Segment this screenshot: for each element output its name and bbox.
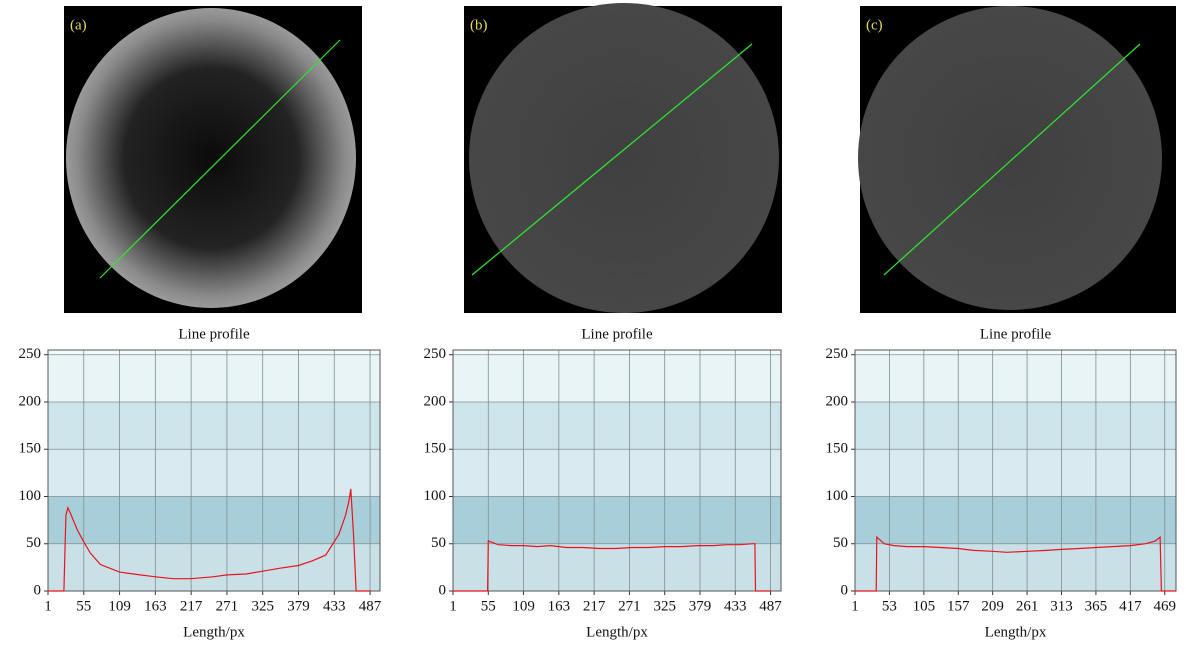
x-tick-label: 217 xyxy=(583,598,606,614)
x-tick-label: 433 xyxy=(323,598,346,614)
background-band xyxy=(453,401,781,450)
y-tick-label: 150 xyxy=(826,441,849,457)
y-tick-label: 250 xyxy=(826,346,849,362)
background-band xyxy=(453,496,781,544)
background-band xyxy=(453,350,781,355)
x-tick-label: 469 xyxy=(1153,598,1176,614)
x-tick-label: 55 xyxy=(481,598,496,614)
chart-title: Line profile xyxy=(581,326,653,342)
y-tick-label: 100 xyxy=(424,488,447,504)
background-band xyxy=(855,496,1176,544)
background-band xyxy=(48,350,380,355)
background-band xyxy=(453,354,781,402)
y-tick-label: 250 xyxy=(424,346,447,362)
x-tick-label: 271 xyxy=(618,598,641,614)
x-tick-label: 313 xyxy=(1050,598,1073,614)
x-tick-label: 487 xyxy=(359,598,382,614)
panel-label: (b) xyxy=(470,17,488,33)
background-band xyxy=(48,401,380,450)
x-tick-label: 157 xyxy=(947,598,970,614)
x-axis-label: Length/px xyxy=(586,624,648,640)
x-axis-label: Length/px xyxy=(183,624,245,640)
x-axis-label: Length/px xyxy=(985,624,1047,640)
profile-line xyxy=(453,540,771,592)
x-tick-label: 1 xyxy=(449,598,457,614)
x-tick-label: 109 xyxy=(108,598,131,614)
plot-frame xyxy=(452,349,782,592)
x-tick-label: 109 xyxy=(512,598,535,614)
background-band xyxy=(855,401,1176,450)
background-band xyxy=(855,354,1176,402)
x-tick-label: 1 xyxy=(851,598,859,614)
y-tick-label: 50 xyxy=(431,535,446,551)
x-tick-label: 261 xyxy=(1016,598,1039,614)
x-tick-label: 209 xyxy=(981,598,1004,614)
y-tick-label: 100 xyxy=(19,488,42,504)
image-a xyxy=(64,6,362,313)
x-tick-label: 379 xyxy=(689,598,712,614)
profile-line xyxy=(48,488,371,592)
y-tick-label: 250 xyxy=(19,346,42,362)
y-tick-label: 0 xyxy=(439,582,447,598)
x-tick-label: 1 xyxy=(44,598,52,614)
x-tick-label: 55 xyxy=(76,598,91,614)
plot-frame xyxy=(47,349,381,592)
background-band xyxy=(48,543,380,591)
x-tick-label: 325 xyxy=(653,598,676,614)
background-band xyxy=(855,350,1176,355)
y-tick-label: 50 xyxy=(833,535,848,551)
chart-title: Line profile xyxy=(178,326,250,342)
background-band xyxy=(453,449,781,497)
image-b xyxy=(464,3,782,313)
x-tick-label: 365 xyxy=(1085,598,1108,614)
plot-frame xyxy=(854,349,1177,592)
x-tick-label: 53 xyxy=(882,598,897,614)
background-band xyxy=(453,543,781,591)
y-tick-label: 150 xyxy=(424,441,447,457)
y-tick-label: 0 xyxy=(34,582,42,598)
x-tick-label: 325 xyxy=(251,598,274,614)
background-band xyxy=(48,449,380,497)
y-tick-label: 0 xyxy=(841,582,849,598)
x-tick-label: 417 xyxy=(1119,598,1142,614)
y-tick-label: 50 xyxy=(26,535,41,551)
x-tick-label: 217 xyxy=(180,598,203,614)
x-tick-label: 105 xyxy=(913,598,936,614)
background-band xyxy=(855,543,1176,591)
background-band xyxy=(48,354,380,402)
x-tick-label: 163 xyxy=(144,598,167,614)
profile-line xyxy=(855,535,1176,592)
y-tick-label: 100 xyxy=(826,488,849,504)
x-tick-label: 163 xyxy=(548,598,571,614)
panel-label: (a) xyxy=(70,17,87,33)
y-tick-label: 200 xyxy=(424,393,447,409)
image-c xyxy=(858,6,1176,313)
y-tick-label: 150 xyxy=(19,441,42,457)
x-tick-label: 487 xyxy=(759,598,782,614)
x-tick-label: 271 xyxy=(216,598,239,614)
y-tick-label: 200 xyxy=(19,393,42,409)
background-band xyxy=(48,496,380,544)
x-tick-label: 379 xyxy=(287,598,310,614)
panel-label: (c) xyxy=(866,17,883,33)
background-band xyxy=(855,449,1176,497)
chart-title: Line profile xyxy=(980,326,1052,342)
y-tick-label: 200 xyxy=(826,393,849,409)
x-tick-label: 433 xyxy=(724,598,747,614)
